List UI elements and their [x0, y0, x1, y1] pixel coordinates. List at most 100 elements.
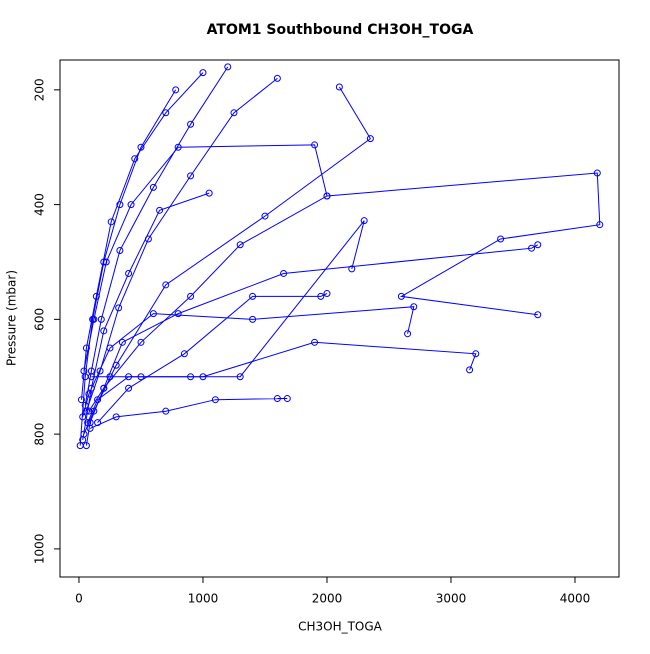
data-point: [593, 169, 601, 177]
profile-line: [79, 89, 177, 446]
data-point: [317, 292, 325, 300]
data-point: [249, 315, 257, 323]
x-tick-label: 0: [75, 592, 83, 606]
data-point: [86, 424, 94, 432]
y-tick-label: 400: [33, 193, 47, 216]
x-tick-label: 2000: [312, 592, 343, 606]
profile-line: [89, 398, 288, 429]
data-point: [85, 407, 93, 415]
y-axis-label: Pressure (mbar): [5, 270, 19, 366]
profile-line: [91, 220, 365, 378]
data-point: [82, 407, 90, 415]
data-point: [76, 442, 84, 450]
data-point: [534, 241, 542, 249]
data-point: [323, 192, 331, 200]
x-tick-label: 4000: [560, 592, 591, 606]
data-point: [172, 86, 180, 94]
data-point: [137, 338, 145, 346]
y-tick-label: 1000: [33, 534, 47, 565]
chart-title: ATOM1 Southbound CH3OH_TOGA: [207, 22, 474, 38]
data-point: [205, 189, 213, 197]
data-point: [211, 396, 219, 404]
plot-frame: [59, 59, 620, 578]
data-point: [280, 269, 288, 277]
data-point: [528, 244, 536, 252]
data-point: [236, 373, 244, 381]
y-tick-label: 600: [33, 308, 47, 331]
data-point: [162, 281, 170, 289]
data-point: [100, 384, 108, 392]
data-point: [360, 217, 368, 225]
data-point: [94, 419, 102, 427]
data-point: [102, 258, 110, 266]
profile-line: [85, 172, 601, 446]
data-point: [127, 201, 135, 209]
data-point: [79, 436, 87, 444]
data-point: [89, 315, 97, 323]
data-point: [497, 235, 505, 243]
data-point: [335, 83, 343, 91]
data-point: [404, 330, 412, 338]
data-point: [137, 143, 145, 151]
profile-line: [83, 86, 372, 435]
data-point: [125, 269, 133, 277]
data-point: [596, 221, 604, 229]
data-point: [236, 241, 244, 249]
data-point: [311, 141, 319, 149]
data-point: [187, 373, 195, 381]
data-point: [323, 290, 331, 298]
profile-line: [82, 192, 210, 440]
data-point: [125, 384, 133, 392]
data-point: [149, 310, 157, 318]
data-point: [162, 109, 170, 117]
data-point: [273, 74, 281, 82]
data-point: [131, 155, 139, 163]
y-tick-label: 200: [33, 78, 47, 101]
data-point: [162, 407, 170, 415]
data-point: [156, 206, 164, 214]
data-point: [311, 338, 319, 346]
data-point: [118, 338, 126, 346]
data-point: [84, 419, 92, 427]
data-point: [187, 292, 195, 300]
x-axis-label: CH3OH_TOGA: [298, 620, 383, 634]
data-point: [107, 218, 115, 226]
data-point: [397, 292, 405, 300]
data-point: [249, 292, 257, 300]
data-point: [534, 311, 542, 319]
data-point: [82, 344, 90, 352]
data-point: [230, 109, 238, 117]
data-point: [261, 212, 269, 220]
data-point: [149, 183, 157, 191]
data-point: [366, 135, 374, 143]
profile-line: [83, 144, 328, 372]
data-point: [187, 120, 195, 128]
data-point: [187, 172, 195, 180]
profile-line: [81, 72, 204, 400]
data-point: [283, 395, 291, 403]
data-point: [472, 350, 480, 358]
data-point: [180, 350, 188, 358]
data-point: [87, 384, 95, 392]
data-point: [115, 304, 123, 312]
data-point: [273, 395, 281, 403]
data-point: [106, 373, 114, 381]
data-point: [410, 303, 418, 311]
data-point: [174, 143, 182, 151]
profile-line: [88, 244, 539, 412]
x-tick-label: 3000: [436, 592, 467, 606]
data-point: [174, 310, 182, 318]
data-point: [112, 413, 120, 421]
data-point: [100, 327, 108, 335]
x-tick-label: 1000: [188, 592, 219, 606]
data-point: [137, 373, 145, 381]
data-point: [94, 396, 102, 404]
data-point: [97, 315, 105, 323]
data-point: [81, 373, 89, 381]
data-point: [77, 396, 85, 404]
data-point: [100, 258, 108, 266]
data-point: [116, 201, 124, 209]
y-tick-label: 800: [33, 423, 47, 446]
profile-line: [84, 66, 229, 406]
